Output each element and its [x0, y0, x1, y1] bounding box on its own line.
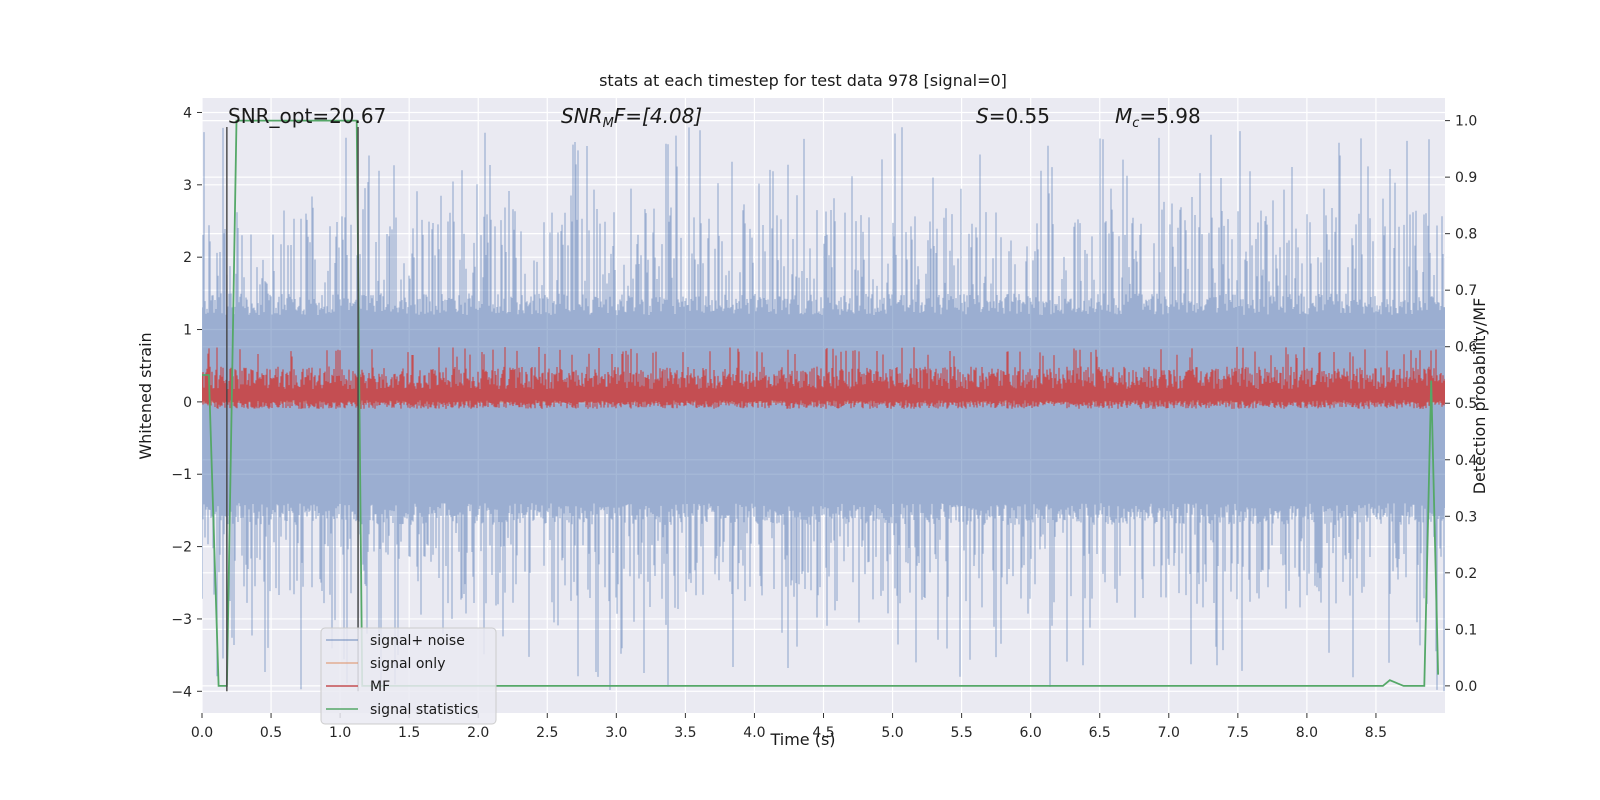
y-tick-label: −2: [171, 540, 192, 556]
y-tick-label: 3: [183, 178, 192, 194]
legend-label-signal-noise: signal+ noise: [370, 633, 465, 649]
annotation-s-symbol: S: [976, 104, 989, 128]
x-axis-label: Time (s): [769, 730, 835, 749]
x-tick-label: 0.5: [260, 725, 282, 741]
x-tick-label: 5.0: [881, 725, 903, 741]
y2-tick-label: 0.2: [1455, 566, 1477, 582]
y2-tick-label: 0.1: [1455, 622, 1477, 638]
annotation-mc-sub: c: [1132, 116, 1139, 131]
y-tick-label: −3: [171, 612, 192, 628]
y2-tick-label: 0.8: [1455, 227, 1477, 243]
annotation-mc-symbol: M: [1115, 104, 1132, 128]
x-tick-label: 6.5: [1089, 725, 1111, 741]
x-tick-label: 7.0: [1158, 725, 1180, 741]
y-axis-label: Whitened strain: [136, 332, 155, 459]
x-tick-label: 7.5: [1227, 725, 1249, 741]
x-tick-label: 2.0: [467, 725, 489, 741]
y2-axis-label: Detection probability/MF: [1470, 298, 1489, 495]
legend-label-signal-only: signal only: [370, 656, 445, 672]
y2-tick-label: 1.0: [1455, 114, 1477, 130]
x-tick-label: 8.0: [1296, 725, 1318, 741]
y-tick-label: −4: [171, 684, 192, 700]
y2-tick-label: 0.0: [1455, 679, 1477, 695]
x-tick-label: 8.5: [1365, 725, 1387, 741]
y2-tick-label: 0.9: [1455, 170, 1477, 186]
y-tick-label: 1: [183, 323, 192, 339]
chart: 0.0 0.5 1.0 1.5 2.0 2.5 3.0 3.5 4.0 4.5 5.0 5.5 6.0 6…: [0, 0, 1600, 800]
x-tick-label: 2.5: [536, 725, 558, 741]
annotation-snr-mf-symbol: SNR: [561, 104, 603, 128]
annotation-s: S=0.55: [976, 104, 1050, 128]
chart-title: stats at each timestep for test data 978…: [599, 71, 1007, 90]
x-tick-label: 6.0: [1020, 725, 1042, 741]
x-tick-label: 1.0: [329, 725, 351, 741]
x-tick-label: 3.5: [674, 725, 696, 741]
x-tick-label: 1.5: [398, 725, 420, 741]
legend-label-signal-statistics: signal statistics: [370, 702, 478, 718]
x-tick-label: 0.0: [191, 725, 213, 741]
annotation-mc-value: =5.98: [1139, 104, 1200, 128]
y2-tick-label: 0.3: [1455, 509, 1477, 525]
y-tick-label: 0: [183, 395, 192, 411]
annotation-snr-mf: SNRMF=[4.08]: [561, 104, 702, 131]
annotation-snr-mf-sub: M: [603, 116, 614, 131]
y2-tick-label: 0.7: [1455, 283, 1477, 299]
y-tick-label: −1: [171, 467, 192, 483]
annotation-snr-mf-value: F=[4.08]: [614, 104, 702, 128]
annotation-mc: Mc=5.98: [1115, 104, 1201, 131]
annotation-snr-opt: SNR_opt=20.67: [228, 104, 386, 128]
x-tick-label: 5.5: [950, 725, 972, 741]
y-tick-label: 2: [183, 250, 192, 266]
annotation-s-value: =0.55: [989, 104, 1050, 128]
y-tick-label: 4: [183, 105, 192, 121]
legend-label-mf: MF: [370, 679, 390, 695]
x-tick-label: 3.0: [605, 725, 627, 741]
legend: signal+ noise signal only MF signal stat…: [321, 628, 496, 724]
x-tick-label: 4.0: [743, 725, 765, 741]
